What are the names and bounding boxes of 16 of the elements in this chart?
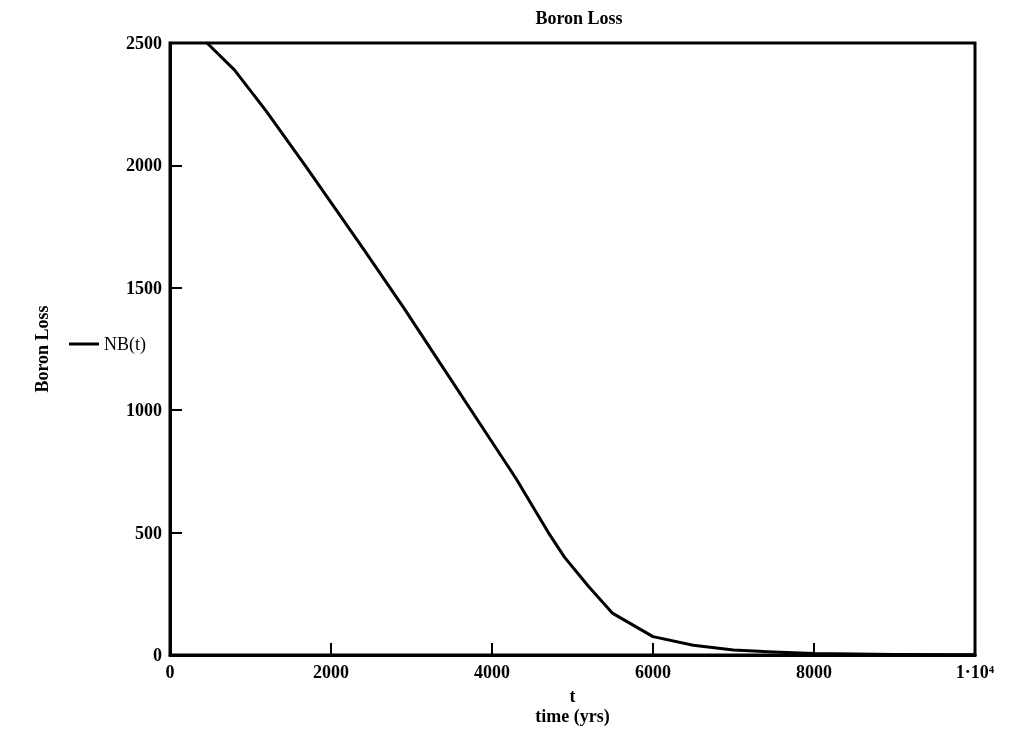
legend-label: NB(t) <box>104 334 146 355</box>
x-tick-label: 2000 <box>313 662 349 682</box>
y-axis-title: Boron Loss <box>32 305 52 393</box>
y-tick-label: 1500 <box>126 277 162 298</box>
y-tick-label: 500 <box>135 522 162 543</box>
y-tick-label: 1000 <box>126 400 162 421</box>
y-tick-label: 2500 <box>126 33 162 53</box>
x-tick-label: 8000 <box>796 662 832 682</box>
y-tick-label: 2000 <box>126 155 162 176</box>
x-tick-label: 4000 <box>474 662 510 682</box>
x-tick-label: 0 <box>165 662 175 682</box>
x-tick-label: 1·10⁴ <box>955 662 995 682</box>
x-tick-label: 6000 <box>635 662 671 682</box>
chart-title: Boron Loss <box>535 8 623 28</box>
y-tick-label: 0 <box>153 645 162 665</box>
x-axis-title: t time (yrs) <box>535 685 610 727</box>
